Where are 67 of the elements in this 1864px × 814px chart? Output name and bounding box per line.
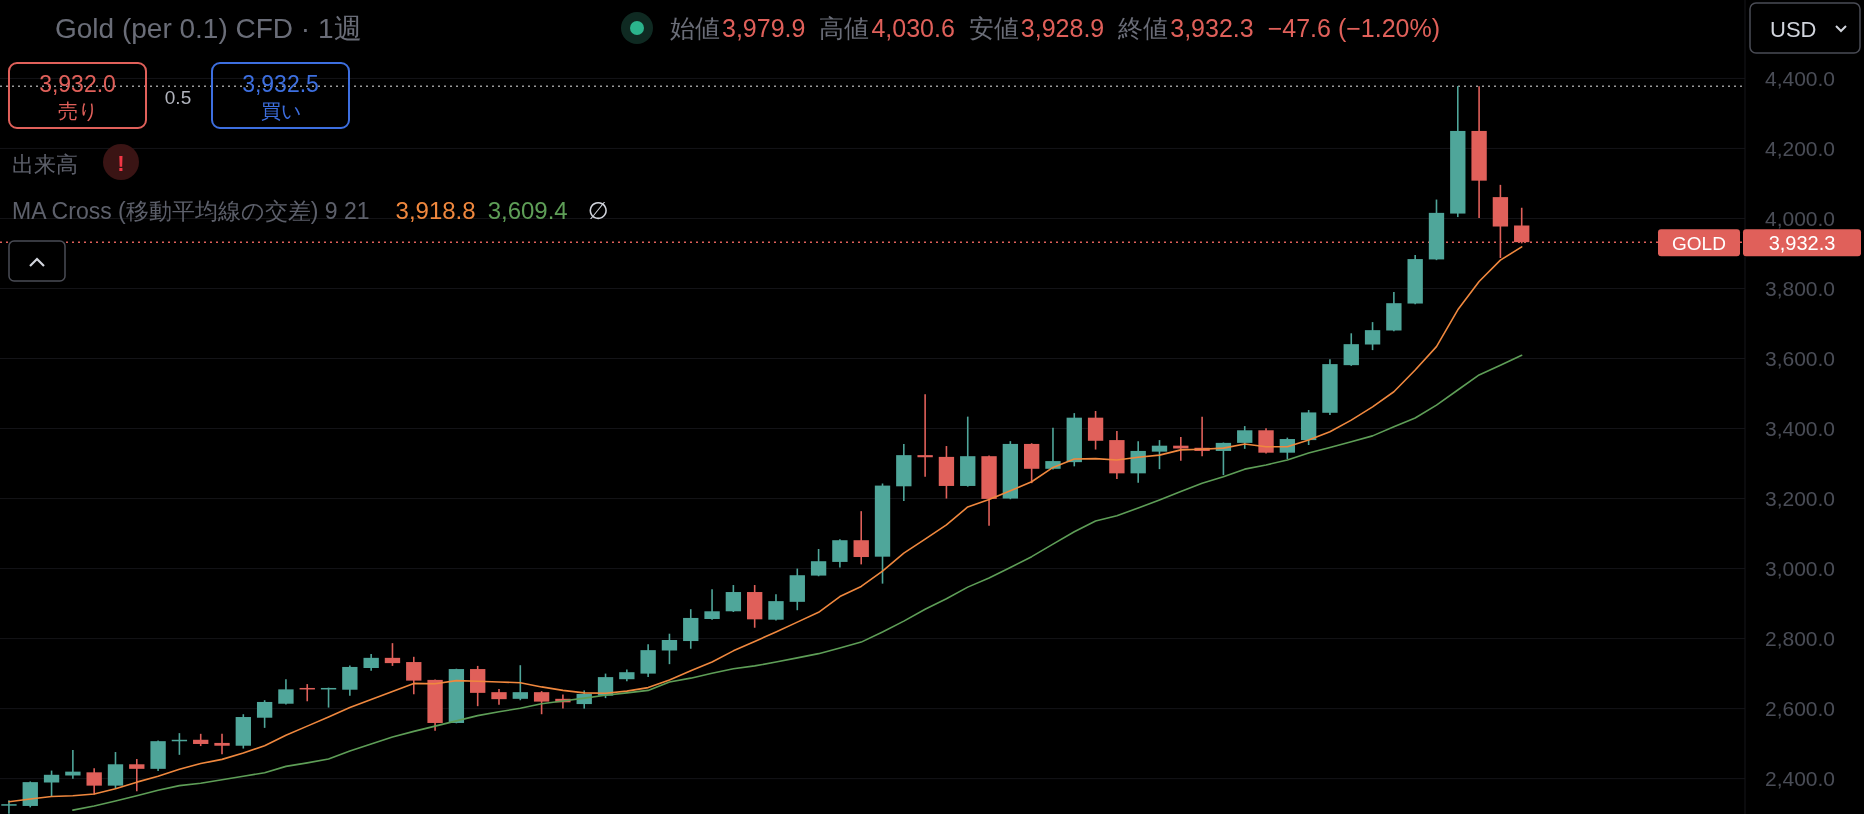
candlestick bbox=[810, 548, 827, 578]
candlestick bbox=[725, 584, 742, 613]
candlestick bbox=[683, 608, 699, 650]
y-tick-label: 4,400.0 bbox=[1764, 66, 1836, 90]
annotation: 3,979.9 bbox=[722, 14, 806, 42]
annotation: 3,928.9 bbox=[1020, 14, 1105, 42]
candlestick bbox=[533, 690, 550, 716]
candlestick bbox=[470, 665, 486, 707]
y-tick-label: 3,200.0 bbox=[1764, 487, 1836, 511]
candlestick bbox=[1151, 439, 1168, 470]
candlestick bbox=[214, 733, 230, 755]
text: 3,932.3 bbox=[1768, 232, 1836, 255]
candlestick bbox=[640, 643, 656, 678]
y-tick-label: 3,600.0 bbox=[1764, 347, 1836, 371]
y-tick-label: 4,200.0 bbox=[1764, 136, 1836, 160]
candlestick bbox=[1237, 425, 1253, 450]
y-tick-label: 2,400.0 bbox=[1764, 767, 1836, 791]
candlestick bbox=[704, 588, 720, 621]
candlestick bbox=[86, 767, 102, 796]
annotation: 3,932.3 bbox=[1170, 14, 1254, 42]
candlestick bbox=[1087, 410, 1104, 451]
candlestick bbox=[22, 780, 38, 809]
annotation: 売り bbox=[57, 100, 98, 122]
annotation: 高値 bbox=[819, 14, 870, 42]
annotation: 安値 bbox=[968, 14, 1019, 42]
annotation: 買い bbox=[260, 100, 301, 122]
annotation: 終値 bbox=[1117, 14, 1169, 42]
y-tick-label: 3,400.0 bbox=[1764, 417, 1836, 441]
text: Gold (per 0.1) CFD · 1週 bbox=[55, 13, 362, 44]
annotation: 3,932.0 bbox=[39, 71, 116, 97]
candlestick bbox=[1045, 427, 1061, 471]
y-tick-label: 3,000.0 bbox=[1764, 557, 1836, 581]
annotation: 始値 bbox=[670, 14, 720, 42]
candlestick bbox=[129, 758, 145, 793]
candlestick bbox=[1, 799, 17, 814]
candlestick bbox=[384, 642, 401, 667]
candlestick bbox=[406, 656, 422, 696]
candlestick bbox=[1343, 332, 1359, 367]
line-series bbox=[8, 246, 1523, 803]
y-tick-label: 4,000.0 bbox=[1764, 206, 1836, 230]
candlestick bbox=[278, 678, 294, 706]
annotation: −47.6 (−1.20%) bbox=[1267, 14, 1441, 42]
annotation: 3,609.4 bbox=[487, 197, 568, 224]
candlestick bbox=[768, 593, 784, 622]
candlestick bbox=[256, 699, 273, 729]
ref-line-label: GOLD bbox=[1672, 232, 1726, 254]
candlestick bbox=[107, 751, 124, 790]
line-series bbox=[72, 354, 1523, 811]
y-tick-label: 2,800.0 bbox=[1764, 627, 1836, 651]
annotation: 4,030.6 bbox=[871, 14, 955, 42]
annotation: MA Cross (移動平均線の交差) 9 21 bbox=[12, 198, 370, 224]
annotation: ! bbox=[117, 150, 125, 176]
candlestick bbox=[661, 632, 678, 665]
candlestick bbox=[917, 393, 933, 478]
annotation: 3,918.8 bbox=[395, 197, 476, 224]
candlestick bbox=[512, 664, 528, 702]
y-tick-label: 3,800.0 bbox=[1764, 276, 1836, 300]
text: USD bbox=[1770, 17, 1817, 42]
annotation: 3,932.5 bbox=[242, 71, 319, 97]
candlestick bbox=[342, 664, 358, 697]
y-tick-label: 2,600.0 bbox=[1764, 697, 1836, 721]
candlestick bbox=[1364, 321, 1381, 351]
annotation: 0.5 bbox=[164, 87, 192, 108]
candlestick bbox=[832, 538, 848, 569]
annotation: ∅ bbox=[587, 197, 609, 224]
annotation: 出来高 bbox=[12, 152, 78, 177]
candlestick bbox=[853, 510, 869, 566]
